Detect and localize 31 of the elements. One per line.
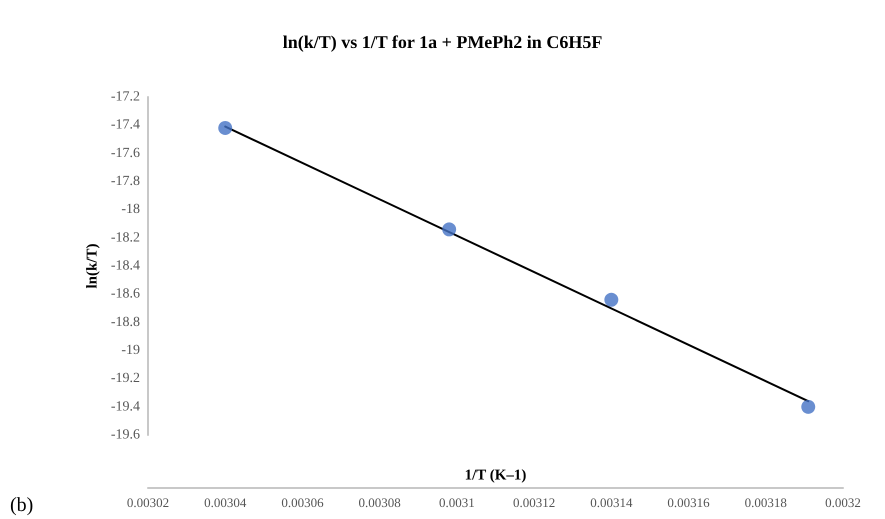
chart-title: ln(k/T) vs 1/T for 1a + PMePh2 in C6H5F bbox=[282, 32, 602, 52]
x-tick-label: 0.00312 bbox=[512, 495, 556, 510]
y-tick-label: -18 bbox=[121, 202, 140, 218]
y-tick-label: -18.4 bbox=[110, 258, 140, 274]
y-tick-label: -18.6 bbox=[110, 286, 140, 302]
y-tick-label: -18.2 bbox=[110, 230, 140, 246]
x-axis-title: 1/T (K–1) bbox=[464, 468, 526, 484]
y-tick-label: -19.2 bbox=[110, 371, 140, 386]
x-tick-label: 0.00308 bbox=[358, 495, 401, 510]
y-tick-label: -19.6 bbox=[110, 428, 140, 442]
text: (b) bbox=[10, 494, 34, 516]
y-tick-label: -19 bbox=[121, 343, 140, 358]
y-tick-label: -18.8 bbox=[110, 314, 140, 330]
x-tick-label: 0.0032 bbox=[825, 495, 861, 510]
x-tick-label: 0.00302 bbox=[126, 495, 170, 510]
point bbox=[218, 120, 232, 135]
point bbox=[442, 222, 456, 236]
y-tick-label: -17.2 bbox=[110, 90, 140, 104]
y-tick-label: -19.4 bbox=[110, 399, 140, 414]
y-tick-label: -17.4 bbox=[110, 118, 140, 133]
x-tick-label: 0.00306 bbox=[281, 495, 324, 510]
y-tick-label: -17.6 bbox=[110, 146, 140, 161]
x-tick-label: 0.00304 bbox=[204, 495, 247, 510]
y-axis-title: ln(k/T) bbox=[84, 243, 100, 289]
x-tick-label: 0.00316 bbox=[667, 495, 710, 510]
x-tick-label: 0.0031 bbox=[439, 495, 475, 510]
y-tick-label: -17.8 bbox=[110, 174, 140, 189]
x-tick-label: 0.00314 bbox=[590, 495, 633, 510]
point bbox=[801, 400, 816, 414]
point bbox=[604, 292, 618, 307]
x-tick-label: 0.00318 bbox=[744, 495, 787, 510]
